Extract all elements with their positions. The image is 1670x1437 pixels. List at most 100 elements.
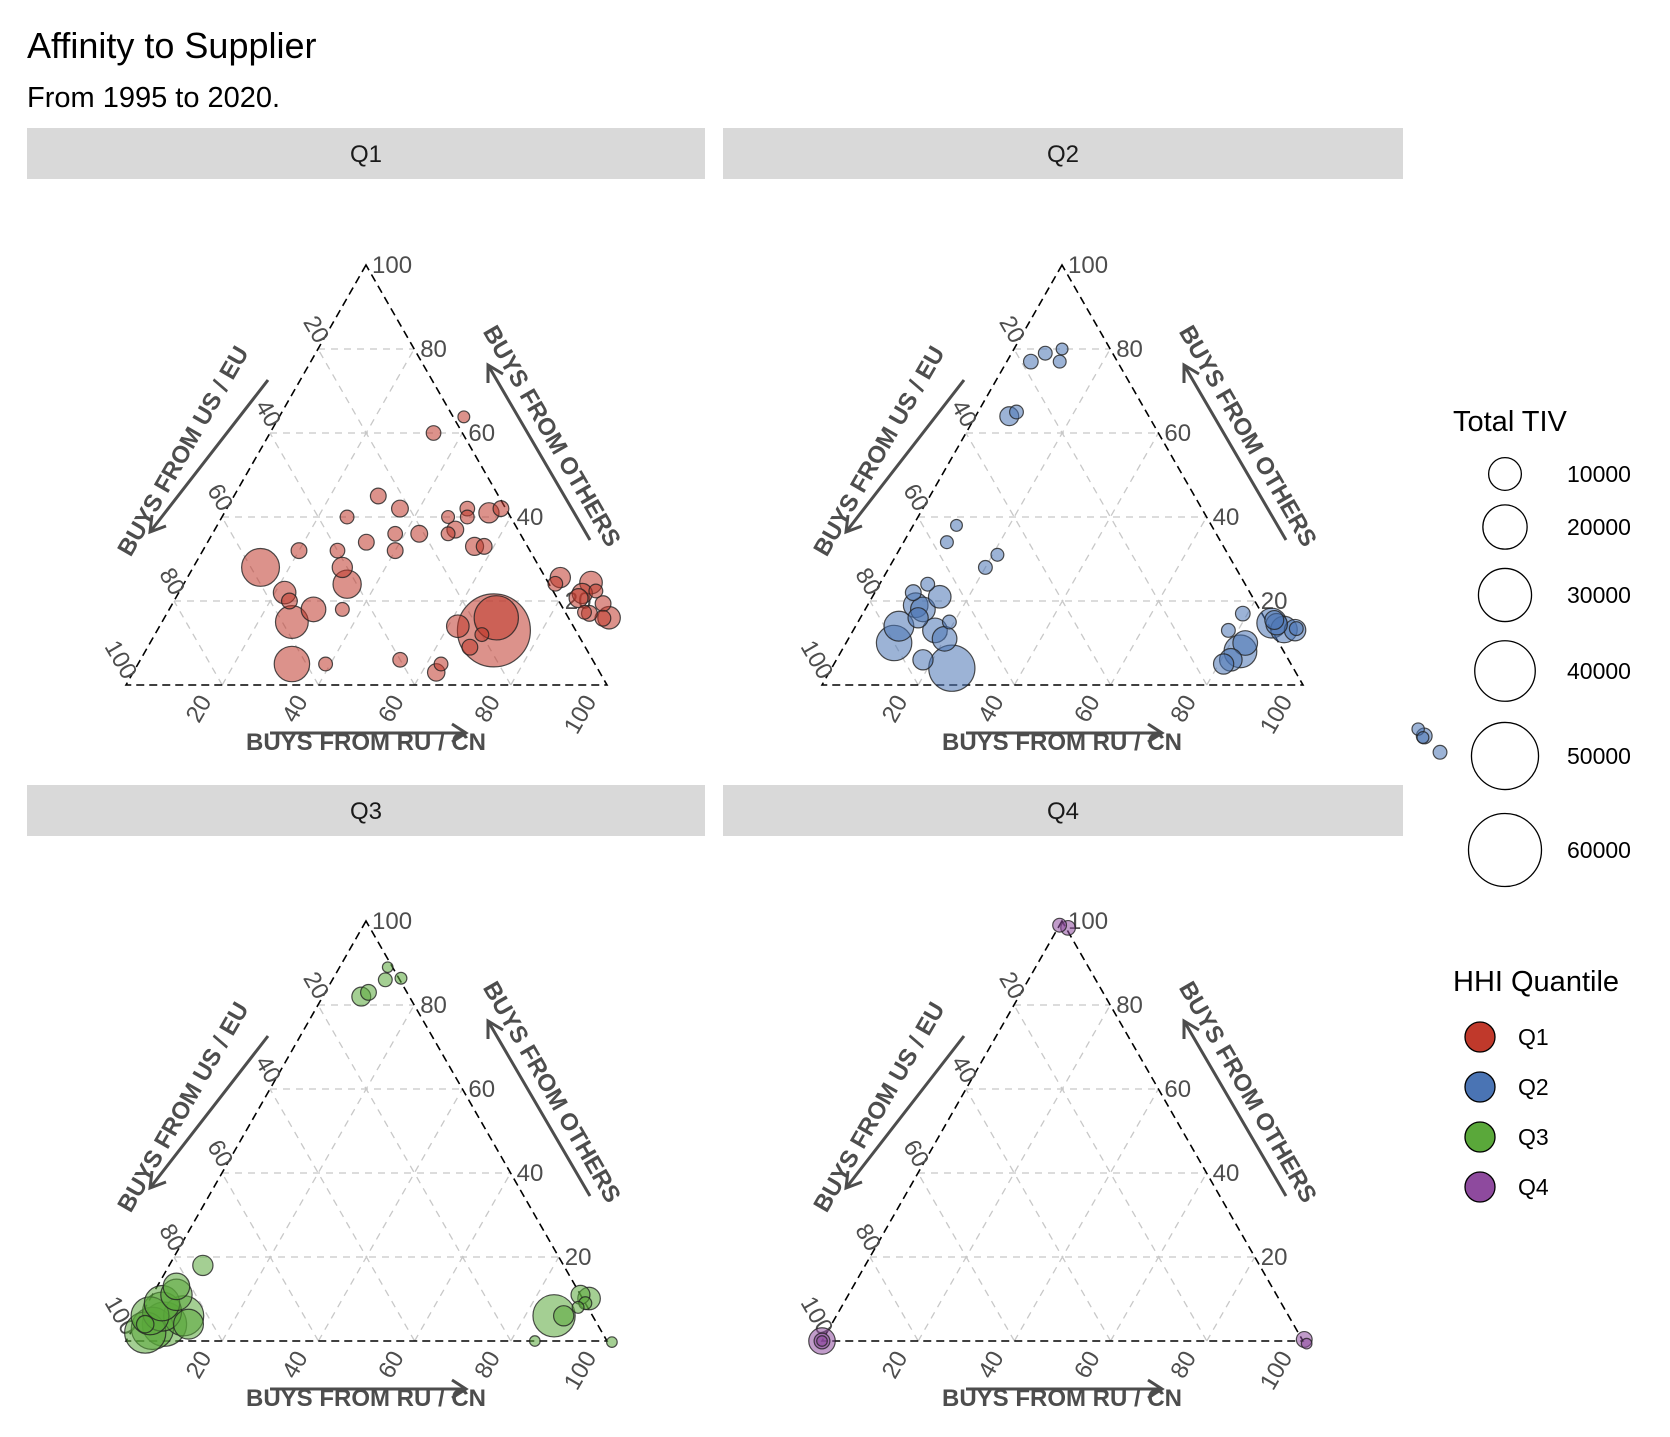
triangle-border (124, 263, 609, 686)
bottom-axis-arrow (270, 1378, 469, 1400)
data-point (920, 576, 936, 592)
data-point (329, 542, 346, 559)
data-points (241, 410, 621, 683)
tick-left: 60 (201, 1135, 238, 1172)
tick-left: 40 (249, 1051, 286, 1088)
data-point (280, 592, 298, 610)
data-point (1008, 404, 1024, 420)
right-axis-arrow (486, 362, 592, 541)
data-point (192, 1254, 214, 1277)
tick-right: 60 (468, 420, 495, 447)
tick-left: 80 (153, 1219, 190, 1256)
tick-right: 40 (1213, 504, 1240, 531)
data-point (290, 542, 308, 560)
tick-bottom: 80 (469, 1347, 506, 1384)
data-point (547, 575, 564, 592)
data-point (394, 971, 408, 985)
data-point (334, 601, 350, 617)
tick-left: 60 (897, 1135, 934, 1172)
tick-right: 20 (1261, 1244, 1288, 1271)
color-legend-label: Q2 (1518, 1074, 1549, 1100)
tick-left: 40 (945, 395, 982, 432)
data-point (1416, 730, 1430, 744)
data-point (1432, 744, 1448, 760)
data-point (360, 983, 377, 1001)
size-legend-label: 20000 (1567, 514, 1631, 540)
size-legend-key (1470, 721, 1540, 791)
data-points (875, 342, 1448, 760)
tick-bottom: 40 (973, 1347, 1010, 1384)
data-point (588, 583, 604, 599)
color-legend-key (1464, 1121, 1496, 1153)
data-point (941, 614, 957, 630)
tick-right: 80 (1116, 336, 1143, 363)
data-point (492, 500, 510, 518)
panel-strip (723, 128, 1403, 179)
data-point (568, 588, 589, 609)
data-point (241, 547, 281, 587)
tick-left: 40 (249, 395, 286, 432)
tick-right: 80 (420, 992, 447, 1019)
data-point (912, 649, 934, 671)
tick-bottom: 80 (469, 691, 506, 728)
gridline (1013, 1088, 1159, 1342)
chart-subtitle: From 1995 to 2020. (27, 82, 280, 114)
tick-bottom: 80 (1165, 1347, 1202, 1384)
left-axis-title: BUYS FROM US / EU (112, 998, 254, 1217)
data-point (273, 645, 311, 683)
data-point (552, 1305, 575, 1327)
right-axis-arrow (486, 1018, 592, 1197)
chart-title: Affinity to Supplier (27, 25, 317, 66)
panel-q2: Q2202020404040606060808080100100100BUYS … (723, 128, 1448, 760)
gridline (317, 1088, 463, 1342)
data-point (1288, 621, 1304, 637)
color-legend-label: Q1 (1518, 1024, 1549, 1050)
tick-left: 60 (201, 479, 238, 516)
data-point (300, 596, 327, 623)
gridline (1110, 1172, 1208, 1342)
data-point (1264, 609, 1285, 631)
data-point (931, 625, 958, 652)
tick-bottom: 60 (1069, 691, 1106, 728)
data-point (392, 651, 409, 668)
gridlines (869, 1004, 1256, 1342)
data-point (377, 972, 393, 988)
right-axis-arrow (1182, 362, 1288, 541)
tick-right: 100 (1068, 252, 1108, 279)
size-legend-key (1467, 812, 1543, 888)
tick-bottom: 100 (1255, 691, 1298, 739)
data-point (977, 559, 993, 575)
tick-left: 20 (297, 967, 334, 1004)
data-points (124, 961, 618, 1354)
gridline (917, 1172, 1015, 1342)
data-point (425, 425, 442, 441)
tick-bottom: 80 (1165, 691, 1202, 728)
bottom-axis-title: BUYS FROM RU / CN (942, 1385, 1182, 1412)
tick-bottom: 60 (373, 691, 410, 728)
data-point (928, 644, 976, 692)
gridline (414, 516, 512, 686)
data-point (318, 656, 334, 672)
gridlines (173, 1004, 560, 1342)
tick-bottom: 40 (973, 691, 1010, 728)
gridline (965, 1088, 1112, 1342)
tick-left: 20 (297, 311, 334, 348)
triangle-border (124, 919, 609, 1342)
gridline (221, 1172, 319, 1342)
data-point (445, 614, 470, 639)
data-point (606, 1336, 618, 1348)
data-point (381, 961, 394, 974)
size-legend-key (1477, 567, 1533, 623)
data-point (339, 509, 355, 525)
data-point (410, 524, 429, 543)
tick-bottom: 20 (877, 691, 914, 728)
data-point (577, 604, 592, 620)
data-point (357, 533, 375, 551)
data-point (135, 1314, 155, 1334)
gridline (510, 600, 560, 686)
color-legend-key (1464, 1021, 1496, 1053)
bottom-axis-arrow (966, 1378, 1165, 1400)
data-point (386, 542, 404, 560)
